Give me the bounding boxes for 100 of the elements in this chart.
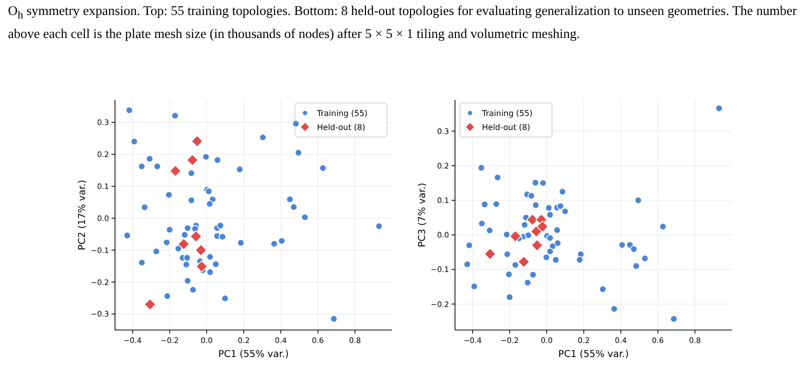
point <box>270 240 278 248</box>
point <box>539 179 547 187</box>
point <box>599 285 607 293</box>
point <box>140 204 148 212</box>
point <box>169 164 182 177</box>
point <box>126 106 133 114</box>
point <box>659 222 667 230</box>
point <box>561 208 569 216</box>
point <box>545 204 552 212</box>
point <box>506 293 514 301</box>
point <box>184 277 192 285</box>
point <box>532 178 540 186</box>
point <box>610 305 618 313</box>
point <box>166 226 174 234</box>
point <box>184 224 192 232</box>
point <box>138 258 146 266</box>
point <box>152 248 160 256</box>
point <box>189 286 197 294</box>
point <box>236 166 244 174</box>
point <box>528 192 536 200</box>
point <box>144 298 156 310</box>
point <box>558 188 566 196</box>
point <box>319 164 327 172</box>
point <box>178 238 190 250</box>
point <box>292 120 300 128</box>
point <box>546 234 554 242</box>
point <box>518 256 530 268</box>
point <box>190 230 202 242</box>
y-axis-title: PC2 (17% var.) <box>77 180 88 250</box>
point <box>715 104 723 112</box>
point <box>212 260 220 268</box>
point <box>512 261 520 269</box>
point <box>486 226 494 234</box>
point <box>634 196 642 204</box>
point <box>553 226 561 234</box>
point <box>546 211 554 219</box>
point <box>532 201 540 209</box>
point <box>164 292 171 300</box>
point <box>618 241 626 249</box>
point <box>480 200 488 208</box>
point <box>165 191 173 199</box>
point <box>138 162 146 170</box>
point <box>375 222 383 230</box>
point <box>218 233 226 240</box>
point <box>206 268 214 276</box>
point <box>216 222 224 230</box>
point <box>194 244 207 256</box>
point <box>130 138 138 146</box>
legend-label: Training (55) <box>316 109 368 118</box>
point <box>576 256 584 264</box>
point <box>492 200 500 208</box>
point <box>546 248 554 256</box>
point <box>542 254 550 262</box>
text: O$_{h}$ symmetry expansion. Top: 55 training topologies. Bottom: 8 held-out topologies for evaluating generalization to unseen geometries. The number above each cell is the plate mesh size (in thousands of nodes) after 5 × 5 × 1 tiling and volumetric meshing. <box>8 2 798 43</box>
point <box>641 254 649 262</box>
point <box>259 134 267 142</box>
point <box>509 230 522 242</box>
point <box>556 202 564 210</box>
point <box>124 232 131 240</box>
point <box>278 237 286 245</box>
point <box>290 203 298 211</box>
point <box>191 135 204 148</box>
legend-label: Training (55) <box>481 109 533 118</box>
point <box>294 149 302 156</box>
point <box>301 214 309 221</box>
point <box>146 155 154 162</box>
point <box>470 282 478 290</box>
point <box>531 239 544 252</box>
point <box>464 260 471 268</box>
point <box>188 169 196 177</box>
point <box>202 153 210 161</box>
point <box>536 220 548 233</box>
x-axis-title: PC1 (55% var.) <box>218 349 289 360</box>
point <box>206 253 214 261</box>
point <box>183 254 191 262</box>
point <box>502 230 510 238</box>
point <box>286 196 294 204</box>
point <box>330 315 338 323</box>
point <box>478 220 486 228</box>
point <box>504 250 511 258</box>
point <box>630 245 638 253</box>
point <box>221 294 229 302</box>
point <box>154 162 161 170</box>
point <box>206 200 214 208</box>
point <box>505 270 513 278</box>
point <box>478 164 486 172</box>
point <box>182 260 190 268</box>
point <box>466 242 473 249</box>
point <box>554 239 562 247</box>
point <box>552 256 560 264</box>
point <box>520 221 528 229</box>
point <box>529 270 537 278</box>
point <box>162 238 170 246</box>
point <box>188 196 196 204</box>
point <box>494 174 502 182</box>
point <box>171 112 179 120</box>
legend-label: Held-out (8) <box>482 123 530 132</box>
point <box>524 232 532 239</box>
x-axis-title: PC1 (55% var.) <box>558 349 629 360</box>
point <box>484 248 496 260</box>
